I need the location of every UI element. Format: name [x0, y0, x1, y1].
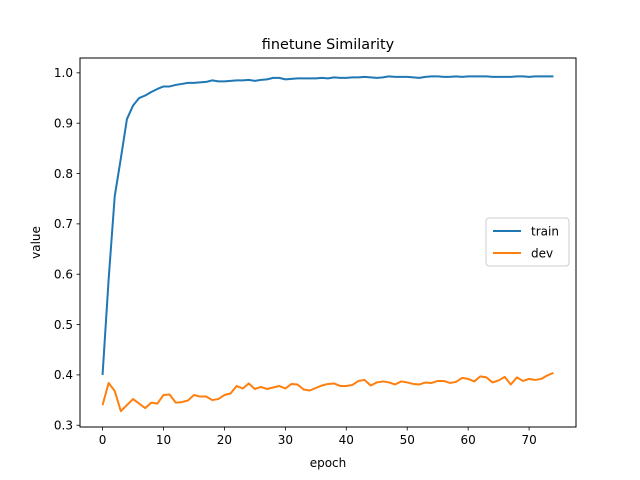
x-axis-label: epoch — [310, 456, 347, 470]
y-tick-label: 0.9 — [54, 116, 73, 130]
x-tick-label: 30 — [278, 433, 293, 447]
series-line-train — [101, 75, 554, 375]
x-tick-label: 10 — [156, 433, 171, 447]
x-tick-label: 70 — [521, 433, 536, 447]
y-tick-label: 0.8 — [54, 167, 73, 181]
y-axis-ticks: 0.3 0.4 0.5 0.6 0.7 0.8 0.9 1.0 — [54, 66, 80, 433]
y-tick-label: 0.5 — [54, 318, 73, 332]
y-tick-label: 0.3 — [54, 419, 73, 433]
series-line-dev — [101, 371, 554, 413]
x-tick-label: 20 — [217, 433, 232, 447]
legend: train dev — [485, 217, 570, 267]
x-tick-label: 60 — [461, 433, 476, 447]
series-layer — [101, 75, 554, 413]
y-tick-label: 0.6 — [54, 268, 73, 282]
y-tick-label: 1.0 — [54, 66, 73, 80]
legend-label-train: train — [531, 225, 559, 239]
y-tick-label: 0.4 — [54, 368, 73, 382]
x-tick-label: 0 — [99, 433, 107, 447]
plot-frame — [79, 57, 577, 428]
y-tick-label: 0.7 — [54, 217, 73, 231]
chart-title: finetune Similarity — [262, 37, 395, 53]
x-axis-ticks: 0 10 20 30 40 50 60 70 — [99, 427, 537, 447]
y-axis-label: value — [29, 226, 43, 259]
x-tick-label: 40 — [339, 433, 354, 447]
legend-label-dev: dev — [531, 247, 553, 261]
x-tick-label: 50 — [400, 433, 415, 447]
